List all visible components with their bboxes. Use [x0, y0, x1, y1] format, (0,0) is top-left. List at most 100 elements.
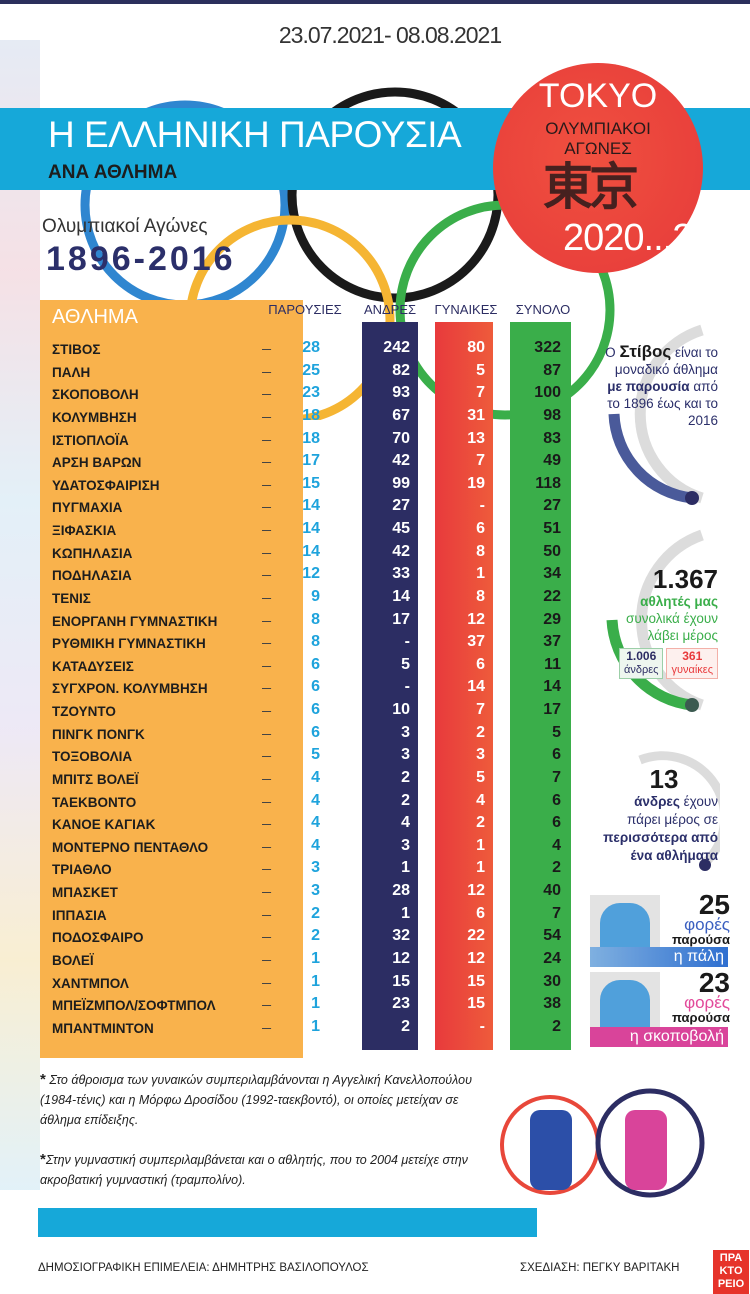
- table-row: ΥΔΑΤΟΣΦΑΙΡΙΣΗ 15 99 19 118: [0, 474, 600, 496]
- appearances-value: 17: [302, 452, 320, 470]
- appearances-value: 6: [311, 655, 320, 673]
- connector-line: [262, 914, 274, 916]
- men-value: 32: [392, 927, 410, 945]
- connector-line: [262, 575, 274, 577]
- women-value: 31: [467, 406, 485, 424]
- connector-dot: [271, 977, 281, 988]
- men-value: 28: [392, 882, 410, 900]
- total-value: 5: [552, 723, 561, 741]
- men-value: 82: [392, 361, 410, 379]
- women-value: 8: [476, 587, 485, 605]
- connector-dot: [271, 819, 281, 830]
- women-value: 6: [476, 655, 485, 673]
- sport-name: ΤΖΟΥΝΤΟ: [52, 704, 116, 720]
- women-value: 37: [467, 633, 485, 651]
- sport-name: ΤΡΙΑΘΛΟ: [52, 862, 112, 878]
- table-row: ΜΟΝΤΕΡΝΟ ΠΕΝΤΑΘΛΟ 4 3 1 4: [0, 836, 600, 858]
- women-value: 7: [476, 701, 485, 719]
- connector-line: [262, 1027, 274, 1029]
- fact-total-athletes: 1.367 αθλητές μας συνολικά έχουν λάβει μ…: [600, 565, 718, 679]
- table-row: ΞΙΦΑΣΚΙΑ 14 45 6 51: [0, 519, 600, 541]
- arc-fill: [608, 413, 693, 504]
- connector-dot: [271, 932, 281, 943]
- sport-name: ΠΟΔΟΣΦΑΙΡΟ: [52, 930, 144, 946]
- tokyo-city: TOKYO: [538, 77, 658, 115]
- sport-name: ΜΠΙΤΣ ΒΟΛΕΪ: [52, 771, 139, 787]
- connector-dot: [271, 660, 281, 671]
- connector-line: [262, 416, 274, 418]
- connector-line: [262, 620, 274, 622]
- page-subtitle: ΑΝΑ ΑΘΛΗΜΑ: [48, 162, 178, 183]
- women-value: 5: [476, 361, 485, 379]
- sport-name: ΠΙΝΓΚ ΠΟΝΓΚ: [52, 726, 145, 742]
- women-value: 12: [467, 950, 485, 967]
- footnote-1: * Στο άθροισμα των γυναικών συμπεριλαμβά…: [40, 1071, 472, 1127]
- table-row: ΚΑΤΑΔΥΣΕΙΣ 6 5 6 11: [0, 655, 600, 677]
- sport-name: ΠΑΛΗ: [52, 364, 91, 380]
- men-value: 42: [392, 542, 410, 560]
- women-value: -: [479, 497, 485, 515]
- arc-end-dot: [685, 698, 699, 712]
- col-header-total: ΣΥΝΟΛΟ: [515, 302, 571, 317]
- men-value: -: [404, 678, 410, 696]
- total-value: 50: [543, 542, 561, 560]
- total-value: 22: [543, 587, 561, 605]
- connector-dot: [271, 638, 281, 649]
- praktoreio-logo: ΠΡΑ ΚΤΟ ΡΕΙΟ: [713, 1250, 749, 1294]
- sport-name: ΚΟΛΥΜΒΗΣΗ: [52, 409, 137, 425]
- connector-line: [262, 756, 274, 758]
- appearances-value: 2: [311, 927, 320, 945]
- sport-name: ΠΥΓΜΑΧΙΑ: [52, 500, 123, 516]
- sport-name: ΕΝΟΡΓΑΝΗ ΓΥΜΝΑΣΤΙΚΗ: [52, 613, 218, 629]
- men-value: 5: [401, 655, 410, 673]
- connector-line: [262, 960, 274, 961]
- connector-line: [262, 778, 274, 780]
- women-value: 19: [467, 474, 485, 492]
- table-row: ΜΠΙΤΣ ΒΟΛΕΪ 4 2 5 7: [0, 768, 600, 790]
- connector-line: [262, 349, 274, 350]
- connector-line: [262, 688, 274, 690]
- total-value: 6: [552, 746, 561, 764]
- men-value: 2: [401, 791, 410, 809]
- connector-line: [262, 733, 274, 735]
- table-row: ΣΥΓΧΡΟΝ. ΚΟΛΥΜΒΗΣΗ 6 - 14 14: [0, 677, 600, 699]
- appearances-value: 3: [311, 882, 320, 900]
- sport-name: ΣΤΙΒΟΣ: [52, 342, 101, 357]
- men-value: 3: [401, 746, 410, 764]
- sport-name: ΞΙΦΑΣΚΙΑ: [52, 523, 117, 539]
- women-value: 2: [476, 814, 485, 832]
- appearances-value: 4: [311, 791, 320, 809]
- connector-dot: [271, 479, 281, 490]
- appearances-value: 4: [311, 836, 320, 854]
- bottom-band: [38, 1208, 537, 1237]
- connector-dot: [271, 434, 281, 445]
- connector-dot: [271, 389, 281, 400]
- table-row: ΜΠΕΪΖΜΠΟΛ/ΣΟΦΤΜΠΟΛ 1 23 15 38: [0, 994, 600, 1016]
- table-row: ΧΑΝΤΜΠΟΛ 1 15 15 30: [0, 972, 600, 994]
- connector-line: [262, 801, 274, 803]
- men-value: 3: [401, 836, 410, 854]
- men-value: 1: [401, 859, 410, 877]
- total-value: 322: [534, 339, 561, 356]
- women-value: 14: [467, 678, 485, 696]
- appearances-value: 25: [302, 361, 320, 379]
- connector-line: [262, 507, 274, 509]
- sport-name: ΜΟΝΤΕΡΝΟ ΠΕΝΤΑΘΛΟ: [52, 839, 209, 855]
- sport-name: ΤΟΞΟΒΟΛΙΑ: [52, 749, 133, 765]
- appearances-value: 12: [302, 565, 320, 583]
- appearances-value: 1: [311, 972, 320, 990]
- design-credit: ΣΧΕΔΙΑΣΗ: ΠΕΓΚΥ ΒΑΡΙΤΑΚΗ: [520, 1262, 680, 1274]
- men-count-box: 1.006 άνδρες: [619, 648, 664, 679]
- appearances-value: 14: [302, 520, 320, 538]
- connector-dot: [271, 570, 281, 581]
- connector-line: [262, 711, 274, 713]
- men-value: 45: [392, 520, 410, 538]
- connector-line: [262, 530, 274, 532]
- connector-line: [262, 484, 274, 486]
- sport-name: ΣΥΓΧΡΟΝ. ΚΟΛΥΜΒΗΣΗ: [52, 681, 208, 697]
- connector-dot: [271, 841, 281, 852]
- tokyo-kanji: 東京: [543, 159, 639, 215]
- page-title: Η ΕΛΛΗΝΙΚΗ ΠΑΡΟΥΣΙΑ: [48, 114, 462, 155]
- connector-dot: [271, 457, 281, 468]
- tokyo-badge: TOKYO ΟΛΥΜΠΙΑΚΟΙ ΑΓΩΝΕΣ 東京 2020...21: [493, 63, 713, 273]
